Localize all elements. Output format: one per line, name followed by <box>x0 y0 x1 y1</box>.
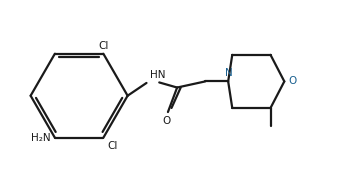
Text: O: O <box>163 116 171 126</box>
Text: N: N <box>225 68 233 78</box>
Text: O: O <box>288 76 296 86</box>
Text: Cl: Cl <box>107 141 118 151</box>
Text: HN: HN <box>150 70 166 80</box>
Text: H₂N: H₂N <box>31 133 51 143</box>
Text: Cl: Cl <box>98 41 108 51</box>
